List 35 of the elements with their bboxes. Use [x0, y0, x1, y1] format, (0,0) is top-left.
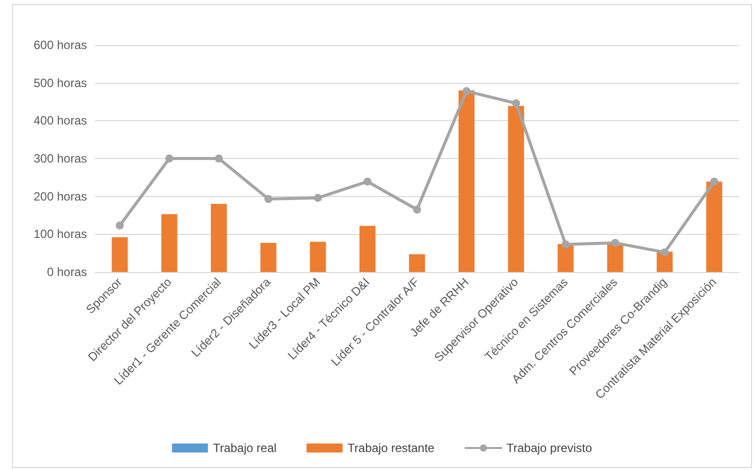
point	[512, 99, 520, 108]
y-tick-label: 400 horas	[34, 114, 87, 128]
point	[462, 87, 471, 96]
bar	[112, 237, 128, 272]
bar	[359, 226, 376, 272]
bar	[260, 242, 276, 272]
y-tick-label: 200 horas	[34, 189, 87, 204]
point	[264, 194, 272, 203]
point	[611, 238, 620, 247]
bar	[558, 244, 574, 272]
point	[116, 221, 124, 230]
point	[562, 240, 570, 248]
bar	[161, 214, 178, 272]
legend-label: Trabajo previsto	[506, 441, 592, 455]
bar	[508, 106, 524, 272]
legend-label: Trabajo restante	[348, 441, 435, 455]
y-tick-label: 600 horas	[34, 38, 87, 52]
y-tick-label: 0 horas	[46, 265, 87, 279]
point	[363, 178, 372, 186]
point	[413, 206, 421, 214]
bar	[607, 244, 624, 272]
y-tick-label: 500 horas	[34, 76, 87, 90]
point	[165, 154, 174, 162]
y-tick-label: 100 horas	[34, 227, 87, 242]
point	[660, 248, 669, 256]
bar	[409, 254, 425, 272]
point	[214, 154, 223, 162]
y-tick-label: 300 horas	[34, 152, 87, 166]
point	[710, 178, 718, 186]
point	[314, 194, 322, 202]
legend-label: Trabajo real	[212, 441, 277, 455]
bar	[706, 182, 722, 272]
bar	[310, 242, 326, 272]
bar	[458, 90, 475, 272]
bar	[210, 204, 227, 272]
